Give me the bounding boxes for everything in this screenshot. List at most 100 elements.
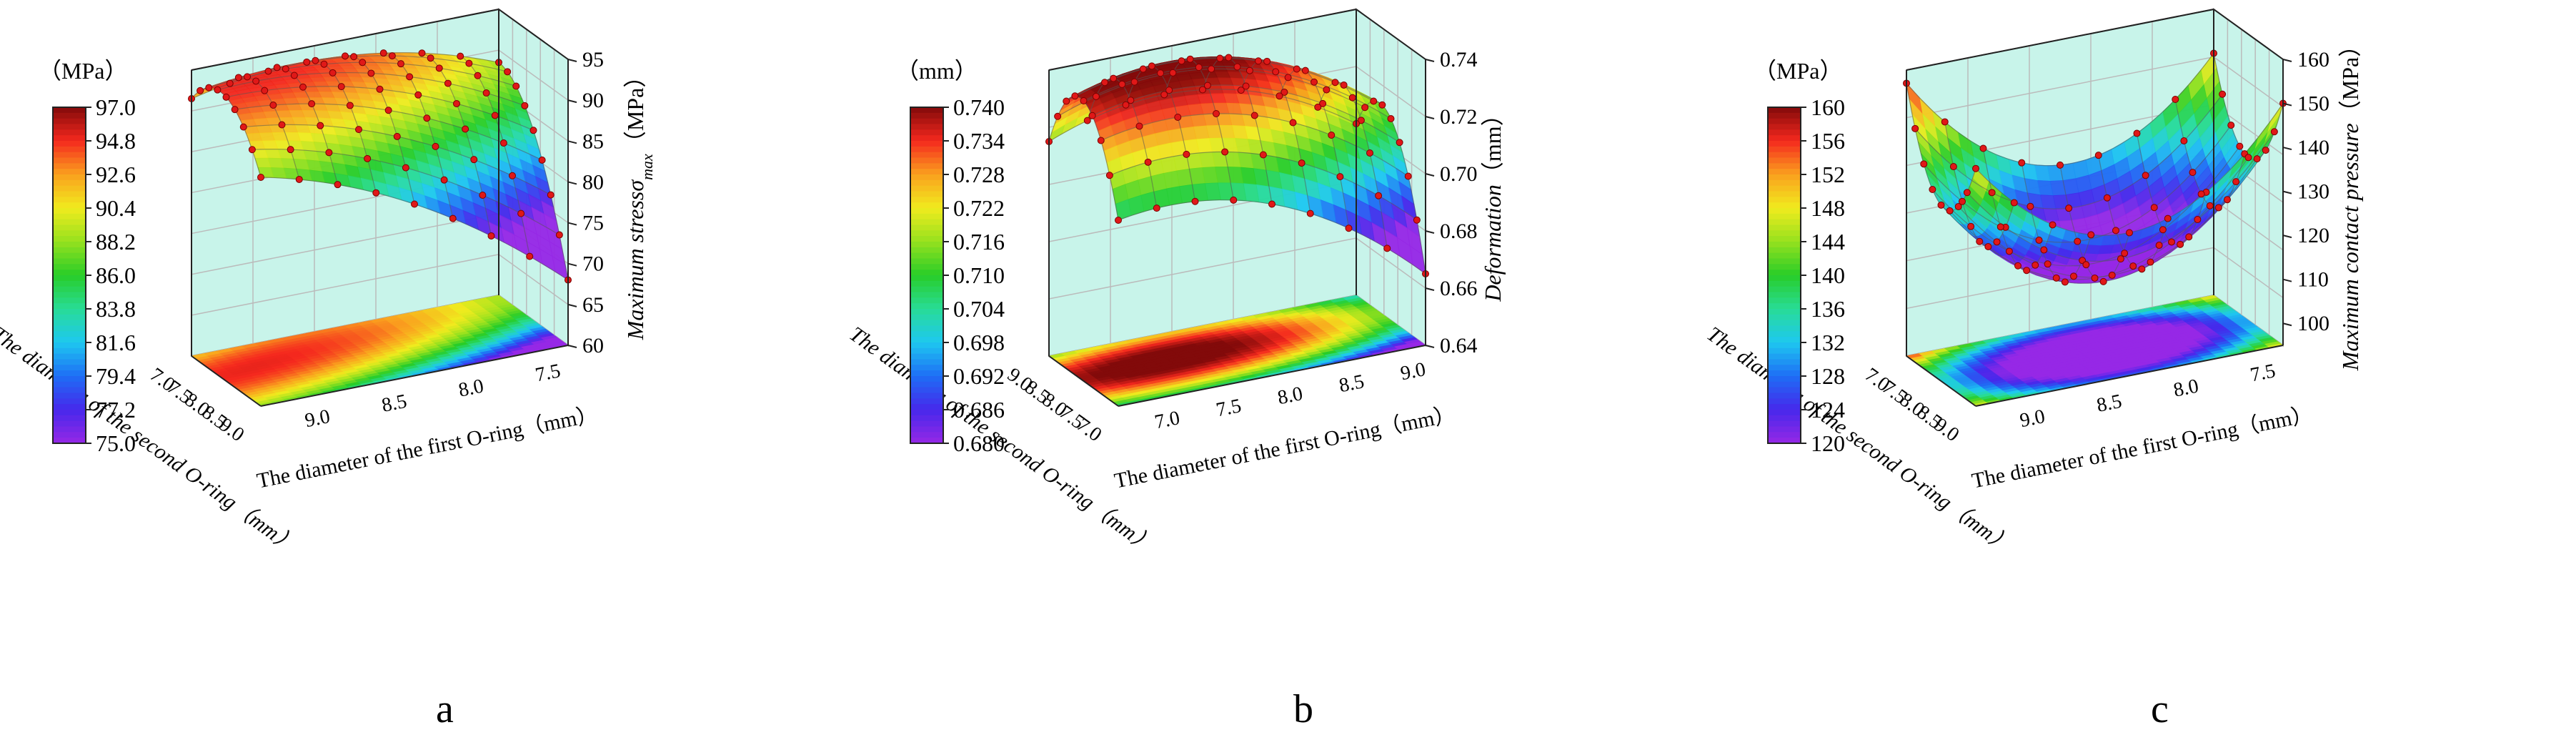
data-point (287, 146, 294, 154)
x-tick-label: 8.0 (2172, 375, 2200, 402)
colorbar-tick-label: 160 (1811, 94, 1845, 120)
colorbar-tick-label: 0.704 (953, 296, 1005, 322)
floor-contour (1906, 295, 2284, 407)
data-point (384, 107, 392, 114)
data-point (329, 69, 337, 77)
colorbar-tick-label: 0.740 (953, 94, 1005, 120)
colorbar-unit: （MPa） (1754, 58, 1842, 84)
axis-box (1048, 9, 1426, 407)
data-point (1280, 88, 1288, 96)
panel-label: c (2151, 687, 2169, 731)
x-tick-label: 9.0 (2018, 405, 2047, 432)
data-point (2112, 227, 2119, 235)
data-point (376, 85, 384, 93)
data-point (1144, 158, 1152, 166)
data-point (1275, 92, 1283, 100)
data-point (2197, 190, 2205, 198)
z-tick-label: 70 (582, 252, 604, 276)
z-axis-label: Maximum contact pressure（MPa） (2337, 34, 2363, 371)
data-point (457, 52, 464, 60)
data-point (2138, 265, 2146, 273)
data-point (1996, 223, 2004, 231)
data-point (320, 60, 328, 68)
data-point (1929, 186, 1936, 194)
data-point (2035, 236, 2043, 244)
z-tick-label: 85 (582, 129, 604, 153)
axis-box (191, 9, 569, 407)
data-point (1413, 216, 1421, 224)
data-point (1178, 57, 1185, 65)
data-point (388, 52, 396, 60)
data-point (521, 102, 529, 109)
axis-box (1906, 9, 2284, 407)
data-point (1216, 54, 1224, 62)
x-tick-label: 8.0 (1275, 383, 1304, 409)
data-point (1949, 163, 1957, 171)
data-point (2155, 242, 2163, 250)
data-point (393, 132, 401, 140)
x-tick-label: 8.0 (457, 375, 485, 402)
data-point (2061, 278, 2069, 286)
data-point (1071, 92, 1079, 100)
data-point (1946, 207, 1954, 214)
data-point (2121, 250, 2129, 257)
data-point (2159, 226, 2167, 234)
colorbar-tick-label: 92.6 (96, 162, 136, 187)
data-point (1183, 150, 1190, 158)
data-point (1336, 173, 1344, 181)
z-tick-label: 0.72 (1440, 105, 1478, 129)
data-point (2206, 202, 2214, 209)
data-point (2142, 172, 2149, 179)
data-point (1255, 57, 1262, 65)
data-point (2164, 214, 2172, 222)
z-tick-label: 100 (2297, 312, 2329, 335)
data-point (1083, 117, 1091, 124)
data-point (1383, 245, 1391, 252)
data-point (2147, 258, 2154, 266)
data-point (1941, 118, 1949, 126)
data-point (342, 52, 349, 60)
colorbar-tick-label: 148 (1811, 195, 1845, 221)
data-points (188, 49, 572, 284)
data-point (257, 174, 264, 181)
data-point (261, 87, 269, 94)
data-point (1979, 144, 1987, 152)
data-point (474, 71, 482, 79)
data-point (234, 74, 242, 82)
data-point (1268, 200, 1275, 208)
data-point (2232, 178, 2240, 186)
data-point (1311, 78, 1318, 86)
colorbar-tick-label: 136 (1811, 296, 1845, 322)
data-point (423, 114, 431, 122)
data-point (1920, 160, 1928, 168)
data-point (1328, 132, 1336, 139)
panel-label: a (436, 687, 454, 731)
data-point (1340, 81, 1348, 89)
data-point (491, 112, 499, 119)
data-point (1378, 101, 1386, 109)
x-tick-label: 8.5 (1337, 370, 1366, 397)
data-point (1230, 196, 1238, 204)
data-point (2005, 247, 2013, 255)
data-point (312, 56, 319, 64)
z-tick-label: 160 (2297, 48, 2329, 71)
data-point (2094, 152, 2102, 159)
data-point (1135, 122, 1143, 130)
data-point (397, 60, 404, 68)
data-point (2117, 255, 2124, 263)
data-point (499, 139, 507, 147)
data-point (1208, 65, 1215, 73)
data-point (2049, 221, 2057, 229)
colorbar-tick-label: 0.698 (953, 330, 1005, 355)
data-point (509, 172, 516, 179)
colorbar-tick-label: 94.8 (96, 128, 136, 154)
z-axis-label: Deformation（mm） (1480, 103, 1506, 302)
data-point (1105, 172, 1113, 179)
data-point (1169, 69, 1177, 77)
data-point (1357, 117, 1365, 124)
data-point (418, 49, 426, 57)
data-point (1250, 112, 1258, 119)
data-point (1319, 99, 1327, 107)
data-point (290, 71, 298, 79)
colorbar-tick-label: 83.8 (96, 296, 136, 322)
